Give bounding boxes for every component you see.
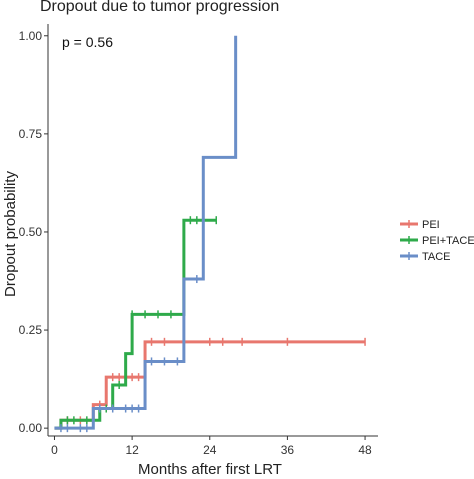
x-tick-label: 12 (125, 443, 139, 457)
legend-label: PEI (422, 219, 440, 231)
x-tick-label: 36 (281, 443, 295, 457)
y-tick-label: 0.00 (19, 421, 43, 435)
y-tick-label: 0.50 (19, 225, 43, 239)
series-tace (54, 35, 238, 433)
legend-label: TACE (422, 251, 451, 263)
p-value-annotation: p = 0.56 (62, 34, 113, 50)
y-tick-label: 0.75 (19, 127, 43, 141)
y-tick-label: 0.25 (19, 323, 43, 337)
x-tick-label: 0 (51, 443, 58, 457)
km-step-line (54, 218, 217, 430)
chart-title: Dropout due to tumor progression (40, 0, 279, 15)
km-step-line (54, 35, 238, 430)
x-tick-label: 24 (203, 443, 217, 457)
x-axis-label: Months after first LRT (138, 461, 282, 474)
y-tick-label: 1.00 (19, 29, 43, 43)
y-axis-label: Dropout probability (2, 171, 19, 297)
x-tick-label: 48 (358, 443, 372, 457)
legend-label: PEI+TACE (422, 235, 474, 247)
series-pei-tace (54, 216, 217, 430)
